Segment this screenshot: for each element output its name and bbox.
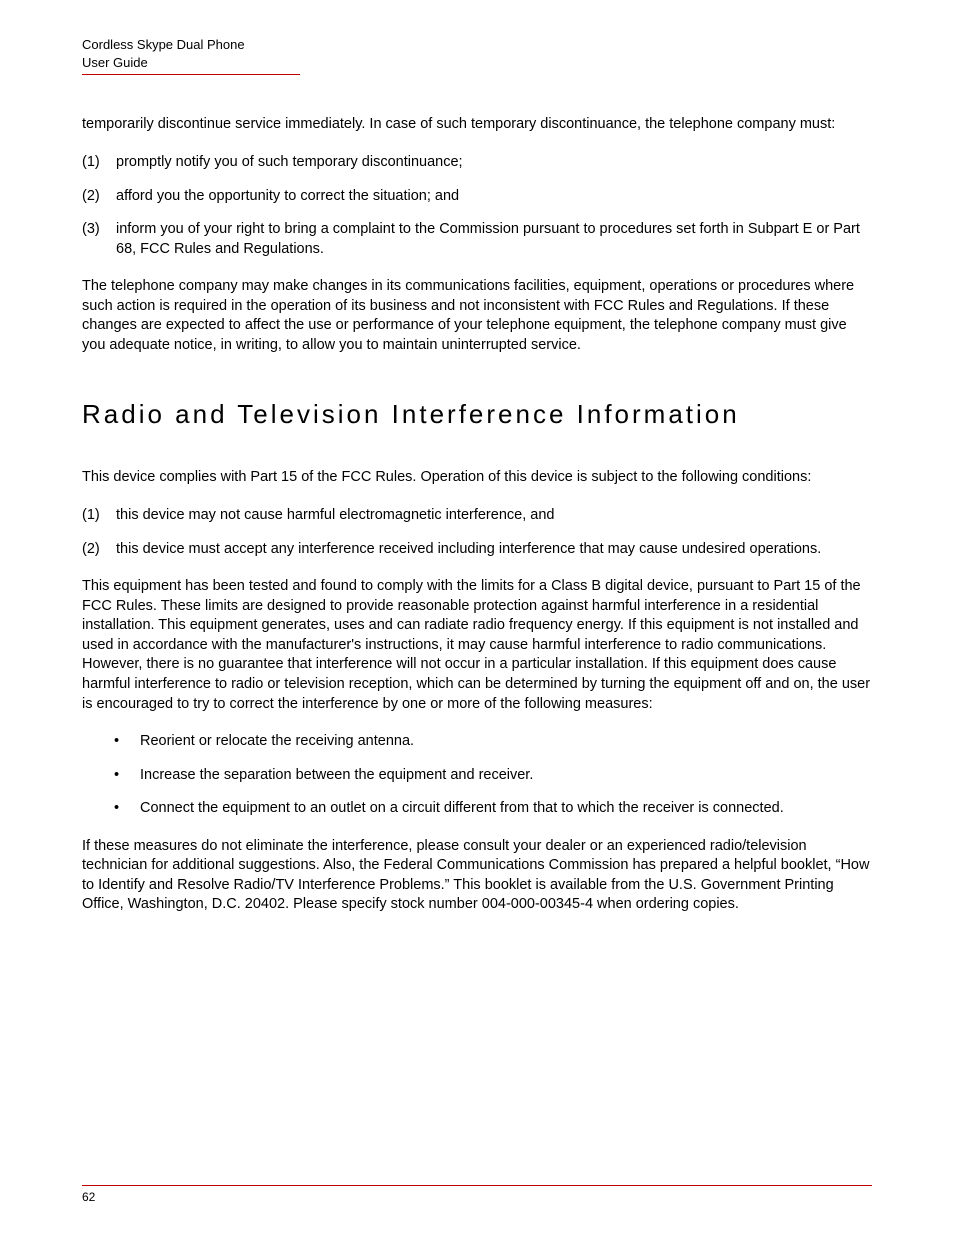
list-item: (3) inform you of your right to bring a c… — [82, 220, 872, 259]
numbered-list-1: (1) promptly notify you of such temporary… — [82, 153, 872, 259]
list-item: Increase the separation between the equi… — [82, 766, 872, 786]
page-footer: 62 — [82, 1185, 872, 1204]
intro-paragraph: temporarily discontinue service immediat… — [82, 115, 872, 135]
item-text: this device must accept any interference… — [116, 541, 821, 557]
item-num: (3) — [82, 220, 100, 240]
list-item: Connect the equipment to an outlet on a … — [82, 799, 872, 819]
closing-paragraph: If these measures do not eliminate the i… — [82, 837, 872, 915]
item-num: (2) — [82, 187, 100, 207]
section-intro: This device complies with Part 15 of the… — [82, 468, 872, 488]
item-text: this device may not cause harmful electr… — [116, 507, 554, 523]
section-heading: Radio and Television Interference Inform… — [82, 399, 872, 430]
list-item: (2) this device must accept any interfere… — [82, 540, 872, 560]
bullet-list: Reorient or relocate the receiving anten… — [82, 732, 872, 819]
list-item: (1) this device may not cause harmful ele… — [82, 506, 872, 526]
item-text: inform you of your right to bring a comp… — [116, 221, 860, 257]
paragraph-after-list-1: The telephone company may make changes i… — [82, 277, 872, 355]
list-item: Reorient or relocate the receiving anten… — [82, 732, 872, 752]
header-line-2: User Guide — [82, 54, 872, 72]
item-num: (2) — [82, 540, 100, 560]
long-paragraph: This equipment has been tested and found… — [82, 577, 872, 714]
list-item: (1) promptly notify you of such temporary… — [82, 153, 872, 173]
header-line-1: Cordless Skype Dual Phone — [82, 36, 872, 54]
item-num: (1) — [82, 506, 100, 526]
numbered-list-2: (1) this device may not cause harmful ele… — [82, 506, 872, 559]
item-text: promptly notify you of such temporary di… — [116, 154, 463, 170]
page-content: Cordless Skype Dual Phone User Guide tem… — [0, 0, 954, 915]
page-number: 62 — [82, 1190, 95, 1204]
document-header: Cordless Skype Dual Phone User Guide — [82, 36, 872, 75]
footer-line: 62 — [82, 1185, 872, 1204]
list-item: (2) afford you the opportunity to correct… — [82, 187, 872, 207]
item-num: (1) — [82, 153, 100, 173]
item-text: afford you the opportunity to correct th… — [116, 188, 459, 204]
header-underline — [82, 74, 300, 75]
